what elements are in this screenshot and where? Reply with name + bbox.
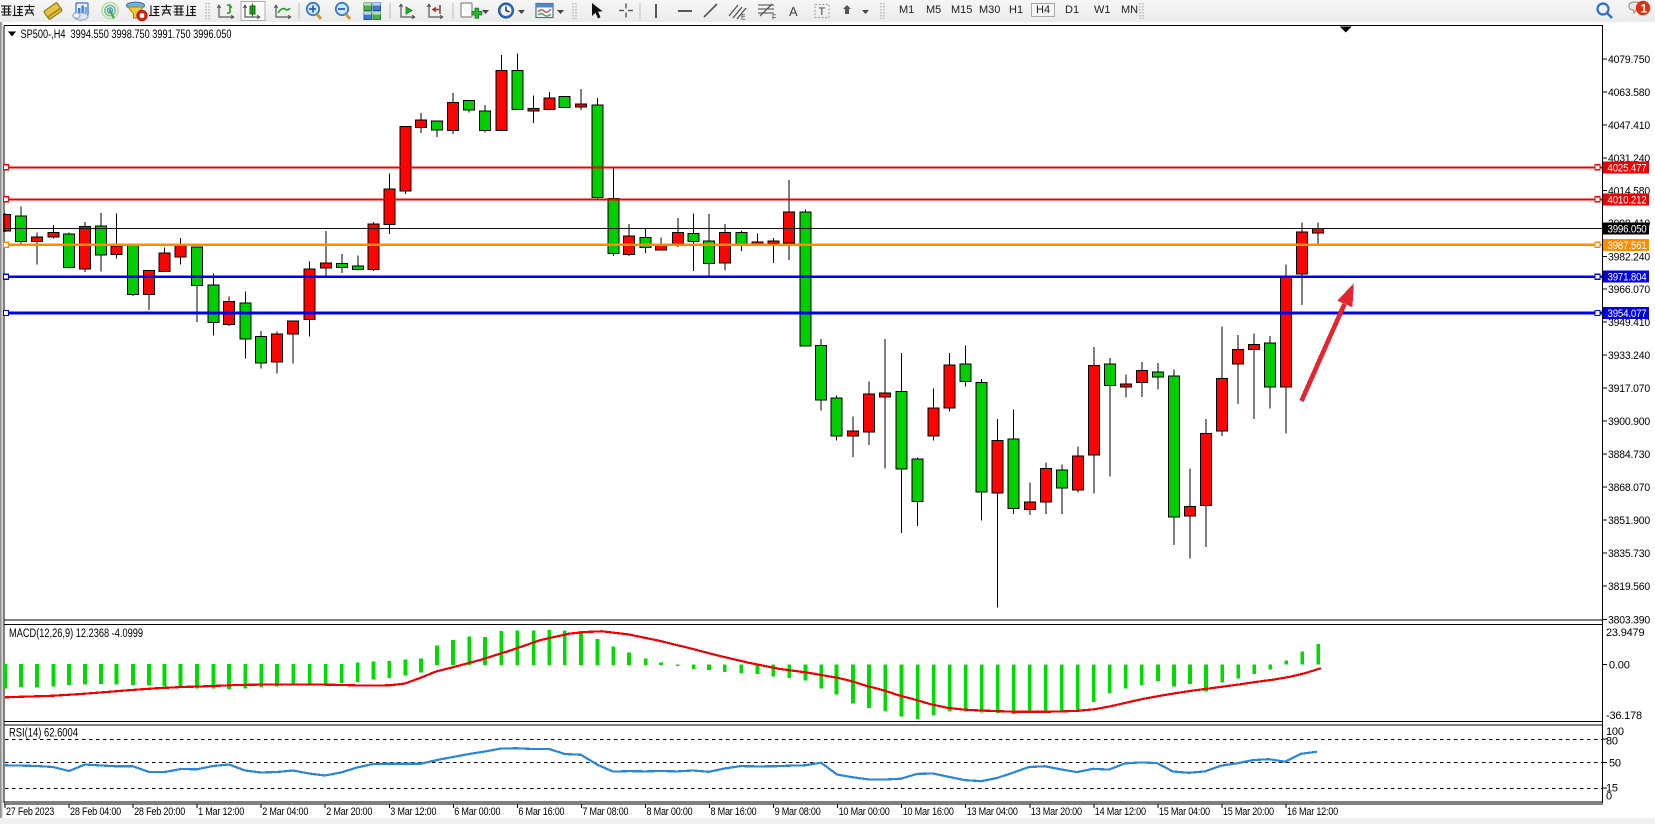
- svg-text:4010.212: 4010.212: [1608, 194, 1647, 206]
- svg-text:15 Mar 20:00: 15 Mar 20:00: [1223, 806, 1274, 818]
- svg-text:SP500-,H4 3994.550 3998.750 3: SP500-,H4 3994.550 3998.750 3991.750 399…: [21, 29, 232, 41]
- svg-text:23.9479: 23.9479: [1606, 627, 1644, 639]
- svg-text:3884.730: 3884.730: [1608, 449, 1650, 461]
- svg-text:3971.804: 3971.804: [1608, 272, 1647, 284]
- svg-text:3900.900: 3900.900: [1608, 416, 1650, 428]
- svg-text:3835.730: 3835.730: [1608, 548, 1650, 560]
- svg-text:T: T: [819, 6, 826, 18]
- svg-text:3803.390: 3803.390: [1608, 615, 1650, 627]
- svg-text:6 Mar 00:00: 6 Mar 00:00: [454, 806, 500, 818]
- svg-text:15: 15: [1606, 783, 1618, 795]
- svg-text:3917.070: 3917.070: [1608, 383, 1650, 395]
- svg-text:3868.070: 3868.070: [1608, 482, 1650, 494]
- svg-text:10 Mar 00:00: 10 Mar 00:00: [839, 806, 890, 818]
- svg-text:9 Mar 08:00: 9 Mar 08:00: [775, 806, 821, 818]
- svg-text:7 Mar 08:00: 7 Mar 08:00: [582, 806, 628, 818]
- svg-text:3819.560: 3819.560: [1608, 581, 1650, 593]
- svg-text:28 Feb 04:00: 28 Feb 04:00: [70, 806, 121, 818]
- svg-text:10 Mar 16:00: 10 Mar 16:00: [903, 806, 954, 818]
- svg-text:0.00: 0.00: [1609, 659, 1630, 671]
- svg-text:-36.178: -36.178: [1606, 710, 1642, 722]
- svg-text:3996.050: 3996.050: [1608, 223, 1647, 235]
- svg-text:3954.077: 3954.077: [1608, 308, 1647, 320]
- svg-text:MACD(12,26,9) 12.2368 -4.0999: MACD(12,26,9) 12.2368 -4.0999: [9, 628, 143, 640]
- svg-text:6 Mar 16:00: 6 Mar 16:00: [518, 806, 564, 818]
- svg-text:27 Feb 2023: 27 Feb 2023: [6, 806, 54, 818]
- svg-text:3949.410: 3949.410: [1608, 317, 1650, 329]
- svg-text:2 Mar 20:00: 2 Mar 20:00: [326, 806, 372, 818]
- svg-text:3851.900: 3851.900: [1608, 515, 1650, 527]
- svg-text:3982.240: 3982.240: [1608, 252, 1650, 264]
- svg-text:3933.240: 3933.240: [1608, 350, 1650, 362]
- svg-text:1 Mar 12:00: 1 Mar 12:00: [198, 806, 244, 818]
- svg-text:F: F: [772, 15, 776, 22]
- svg-text:28 Feb 20:00: 28 Feb 20:00: [134, 806, 185, 818]
- svg-text:100: 100: [1606, 726, 1624, 738]
- svg-text:E: E: [741, 15, 746, 22]
- svg-text:14 Mar 12:00: 14 Mar 12:00: [1095, 806, 1146, 818]
- svg-text:8 Mar 00:00: 8 Mar 00:00: [647, 806, 693, 818]
- svg-text:RSI(14) 62.6004: RSI(14) 62.6004: [9, 728, 78, 740]
- svg-text:8 Mar 16:00: 8 Mar 16:00: [711, 806, 757, 818]
- svg-text:0: 0: [1606, 791, 1612, 803]
- svg-text:15 Mar 04:00: 15 Mar 04:00: [1159, 806, 1210, 818]
- svg-text:4063.580: 4063.580: [1608, 87, 1650, 99]
- svg-text:2 Mar 04:00: 2 Mar 04:00: [262, 806, 308, 818]
- svg-text:13 Mar 04:00: 13 Mar 04:00: [967, 806, 1018, 818]
- svg-text:3987.561: 3987.561: [1608, 240, 1647, 252]
- svg-text:3 Mar 12:00: 3 Mar 12:00: [390, 806, 436, 818]
- svg-text:16 Mar 12:00: 16 Mar 12:00: [1287, 806, 1338, 818]
- svg-text:80: 80: [1606, 736, 1618, 748]
- svg-text:4025.477: 4025.477: [1608, 162, 1647, 174]
- svg-text:13 Mar 20:00: 13 Mar 20:00: [1031, 806, 1082, 818]
- svg-text:50: 50: [1609, 758, 1621, 770]
- svg-text:1: 1: [1641, 2, 1648, 16]
- svg-text:4047.410: 4047.410: [1608, 120, 1650, 132]
- svg-text:A: A: [789, 4, 798, 19]
- svg-text:4079.750: 4079.750: [1608, 54, 1650, 66]
- svg-text:3966.070: 3966.070: [1608, 284, 1650, 296]
